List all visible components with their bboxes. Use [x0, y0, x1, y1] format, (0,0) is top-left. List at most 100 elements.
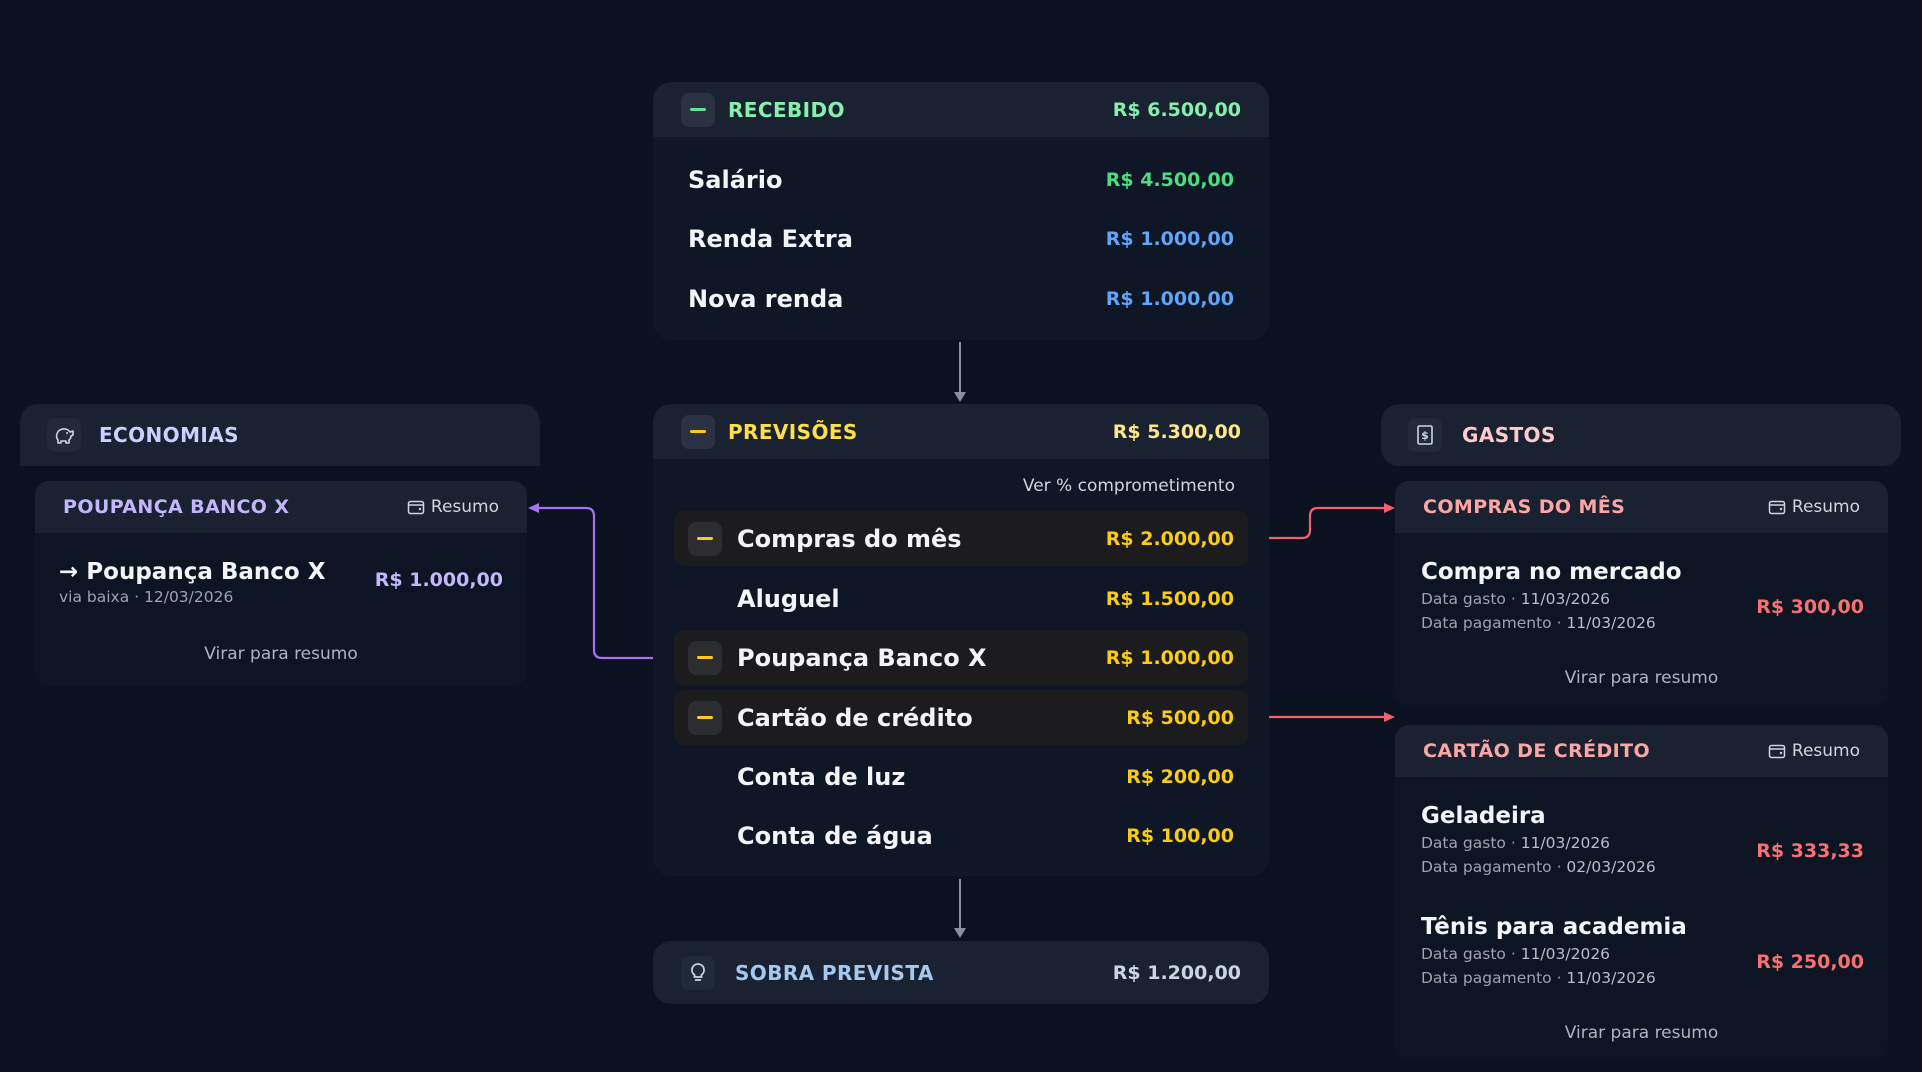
row-label: Poupança Banco X [737, 643, 987, 672]
economias-header: ECONOMIAS [20, 404, 540, 466]
gastos-panel: $ GASTOS [1381, 404, 1901, 466]
minus-icon [697, 537, 713, 540]
resumo-button[interactable]: Resumo [1768, 741, 1860, 761]
row-value: R$ 1.000,00 [1105, 646, 1234, 669]
wallet-icon [1768, 500, 1786, 514]
row-label: Conta de luz [737, 762, 906, 791]
previsao-row-compras[interactable]: Compras do mês R$ 2.000,00 [674, 511, 1248, 566]
row-value: R$ 2.000,00 [1105, 527, 1234, 550]
previsao-row-poupanca[interactable]: Poupança Banco X R$ 1.000,00 [674, 630, 1248, 685]
resumo-label: Resumo [430, 497, 499, 517]
row-label: Renda Extra [688, 224, 853, 253]
gastos-header: $ GASTOS [1381, 404, 1901, 466]
row-value: R$ 500,00 [1126, 706, 1234, 729]
item-data-gasto: Data gasto · 11/03/2026 [1421, 834, 1611, 852]
item-meta: via baixa · 12/03/2026 [59, 588, 234, 606]
collapse-button[interactable] [688, 640, 722, 675]
recebido-panel: RECEBIDO R$ 6.500,00 Salário R$ 4.500,00… [653, 82, 1269, 340]
row-label: Nova renda [688, 284, 844, 313]
previsao-row-aluguel[interactable]: Aluguel R$ 1.500,00 [674, 571, 1248, 626]
receipt-icon: $ [1408, 418, 1442, 452]
row-label: Aluguel [737, 584, 840, 613]
sobra-header: SOBRA PREVISTA R$ 1.200,00 [653, 941, 1269, 1004]
compras-card-title: COMPRAS DO MÊS [1423, 496, 1626, 518]
poupanca-card-title: POUPANÇA BANCO X [63, 496, 290, 518]
previsoes-title: PREVISÕES [728, 419, 858, 444]
item-value: R$ 300,00 [1756, 596, 1864, 618]
item-data-pagamento: Data pagamento · 02/03/2026 [1421, 858, 1656, 876]
item-value: R$ 250,00 [1756, 951, 1864, 973]
recebido-total: R$ 6.500,00 [1112, 98, 1241, 121]
resumo-button[interactable]: Resumo [1768, 497, 1860, 517]
resumo-button[interactable]: Resumo [407, 497, 499, 517]
sobra-total: R$ 1.200,00 [1112, 961, 1241, 984]
compras-card: COMPRAS DO MÊS Resumo Compra no mercado … [1395, 481, 1888, 707]
item-name: → Poupança Banco X [59, 559, 326, 585]
compras-card-header: COMPRAS DO MÊS Resumo [1395, 481, 1888, 533]
minus-icon [697, 716, 713, 719]
sobra-panel: SOBRA PREVISTA R$ 1.200,00 [653, 941, 1269, 1004]
previsoes-panel: PREVISÕES R$ 5.300,00 Ver % comprometime… [653, 404, 1269, 876]
item-name: Geladeira [1421, 803, 1546, 829]
item-data-pagamento: Data pagamento · 11/03/2026 [1421, 614, 1656, 632]
resumo-label: Resumo [1791, 497, 1860, 517]
piggy-bank-icon [47, 418, 81, 452]
row-value: R$ 1.000,00 [1105, 287, 1234, 310]
row-label: Salário [688, 165, 783, 194]
previsoes-total: R$ 5.300,00 [1112, 420, 1241, 443]
arrow-right-icon: → [59, 559, 79, 585]
previsoes-header: PREVISÕES R$ 5.300,00 [653, 404, 1269, 459]
wallet-icon [407, 500, 425, 514]
gasto-item[interactable]: Compra no mercado Data gasto · 11/03/202… [1421, 559, 1864, 635]
minus-icon [690, 108, 706, 111]
row-value: R$ 4.500,00 [1105, 168, 1234, 191]
virar-resumo-button[interactable]: Virar para resumo [1564, 1023, 1719, 1043]
item-data-gasto: Data gasto · 11/03/2026 [1421, 945, 1611, 963]
recebido-header: RECEBIDO R$ 6.500,00 [653, 82, 1269, 137]
lightbulb-icon [681, 955, 715, 990]
previsao-row-cartao[interactable]: Cartão de crédito R$ 500,00 [674, 690, 1248, 745]
row-value: R$ 1.000,00 [1105, 227, 1234, 250]
recebido-title: RECEBIDO [728, 97, 845, 122]
row-label: Conta de água [737, 821, 933, 850]
economias-title: ECONOMIAS [99, 423, 239, 447]
row-label: Compras do mês [737, 524, 962, 553]
item-data-pagamento: Data pagamento · 11/03/2026 [1421, 969, 1656, 987]
gasto-item[interactable]: Tênis para academia Data gasto · 11/03/2… [1421, 914, 1864, 990]
gasto-item[interactable]: Geladeira Data gasto · 11/03/2026 Data p… [1421, 803, 1864, 879]
poupanca-card: POUPANÇA BANCO X Resumo → Poupança Banco… [35, 481, 527, 686]
resumo-label: Resumo [1791, 741, 1860, 761]
collapse-button[interactable] [688, 700, 722, 735]
recebido-row-salario[interactable]: Salário R$ 4.500,00 [688, 152, 1234, 207]
virar-resumo-button[interactable]: Virar para resumo [1564, 668, 1719, 688]
economias-panel: ECONOMIAS [20, 404, 540, 694]
ver-comprometimento-link[interactable]: Ver % comprometimento [1022, 476, 1235, 496]
wallet-icon [1768, 744, 1786, 758]
poupanca-card-header: POUPANÇA BANCO X Resumo [35, 481, 527, 533]
virar-resumo-button[interactable]: Virar para resumo [204, 644, 358, 664]
cartao-card: CARTÃO DE CRÉDITO Resumo Geladeira Data … [1395, 725, 1888, 1060]
collapse-button[interactable] [681, 92, 715, 127]
sobra-title: SOBRA PREVISTA [735, 960, 934, 985]
cartao-card-title: CARTÃO DE CRÉDITO [1423, 740, 1651, 762]
cartao-card-header: CARTÃO DE CRÉDITO Resumo [1395, 725, 1888, 777]
item-data-gasto: Data gasto · 11/03/2026 [1421, 590, 1611, 608]
gastos-title: GASTOS [1462, 423, 1556, 447]
item-name: Tênis para academia [1421, 914, 1687, 940]
recebido-row-nova-renda[interactable]: Nova renda R$ 1.000,00 [688, 271, 1234, 326]
row-value: R$ 100,00 [1126, 824, 1234, 847]
collapse-button[interactable] [681, 414, 715, 449]
item-value: R$ 1.000,00 [374, 569, 503, 591]
poupanca-item[interactable]: → Poupança Banco X via baixa · 12/03/202… [59, 559, 503, 609]
item-value: R$ 333,33 [1756, 840, 1864, 862]
minus-icon [690, 430, 706, 433]
row-value: R$ 200,00 [1126, 765, 1234, 788]
recebido-row-renda-extra[interactable]: Renda Extra R$ 1.000,00 [688, 211, 1234, 266]
collapse-button[interactable] [688, 521, 722, 556]
previsao-row-agua[interactable]: Conta de água R$ 100,00 [674, 808, 1248, 863]
row-label: Cartão de crédito [737, 703, 973, 732]
row-value: R$ 1.500,00 [1105, 587, 1234, 610]
previsao-row-luz[interactable]: Conta de luz R$ 200,00 [674, 749, 1248, 804]
item-name: Compra no mercado [1421, 559, 1682, 585]
minus-icon [697, 656, 713, 659]
